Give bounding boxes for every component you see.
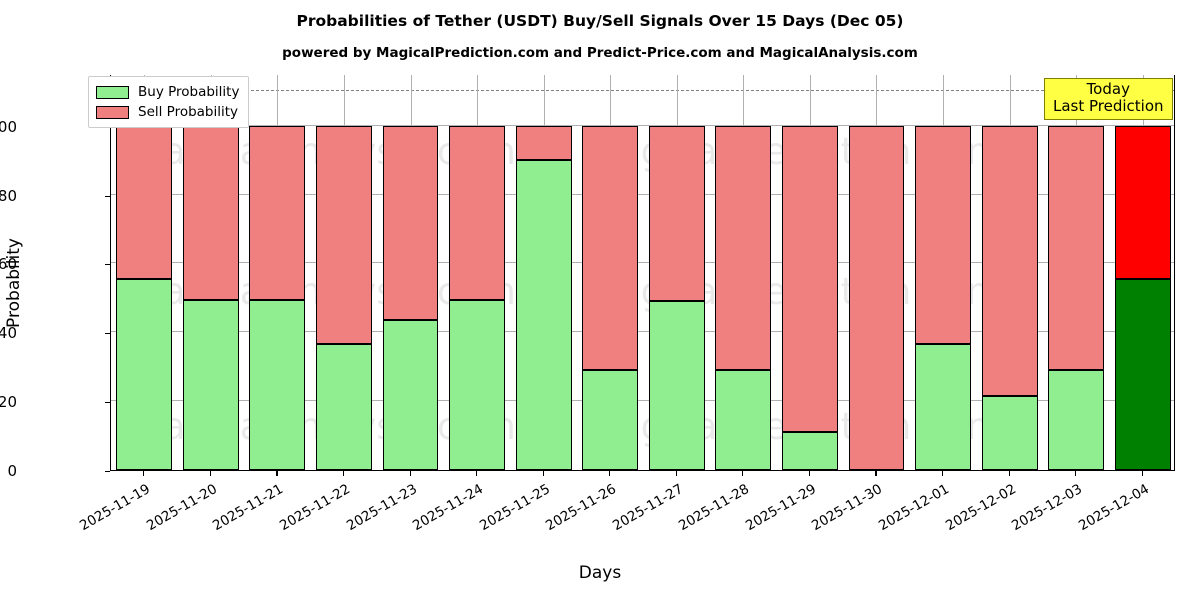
bar-segment-sell[interactable] — [382, 125, 439, 321]
bar-stack[interactable] — [382, 75, 439, 470]
x-axis-tick-mark — [875, 471, 877, 476]
bar-stack[interactable] — [781, 75, 838, 470]
bar-segment-buy[interactable] — [515, 160, 572, 470]
chart-title: Probabilities of Tether (USDT) Buy/Sell … — [296, 12, 904, 30]
y-axis-tick-label: 40 — [0, 324, 17, 343]
bar-segment-sell[interactable] — [648, 125, 705, 302]
y-axis-tick-mark — [105, 333, 110, 335]
dashed-reference-line — [111, 90, 1174, 92]
bar-segment-sell[interactable] — [781, 125, 838, 433]
bar-stack[interactable] — [981, 75, 1038, 470]
bar-segment-buy[interactable] — [1114, 278, 1171, 470]
x-axis-label: Days — [578, 563, 622, 583]
bar-stack[interactable] — [715, 75, 772, 470]
bar-segment-buy[interactable] — [116, 278, 173, 470]
bar-segment-buy[interactable] — [449, 299, 506, 470]
y-axis-tick-label: 0 — [7, 462, 17, 480]
x-axis-tick-mark — [942, 471, 944, 476]
bar-segment-sell[interactable] — [981, 125, 1038, 396]
bar-stack[interactable] — [182, 75, 239, 470]
bar-segment-buy[interactable] — [382, 320, 439, 470]
gridline-horizontal — [111, 262, 1174, 264]
x-axis-tick-mark — [609, 471, 611, 476]
today-label-line1: Today — [1086, 80, 1130, 98]
y-axis-tick-mark — [105, 195, 110, 197]
bar-stack[interactable] — [1048, 75, 1105, 470]
bar-segment-buy[interactable] — [182, 299, 239, 470]
bar-segment-sell[interactable] — [715, 125, 772, 371]
bar-segment-sell[interactable] — [848, 125, 905, 470]
bar-segment-buy[interactable] — [1048, 370, 1105, 470]
bar-stack[interactable] — [582, 75, 639, 470]
x-axis-tick-mark — [742, 471, 744, 476]
legend-label-sell: Sell Probability — [138, 104, 239, 120]
bar-stack[interactable] — [116, 75, 173, 470]
bars-layer — [111, 75, 1174, 470]
bar-segment-buy[interactable] — [249, 299, 306, 470]
bar-segment-buy[interactable] — [715, 370, 772, 470]
y-axis-tick-label: 100 — [0, 117, 17, 136]
bar-segment-sell[interactable] — [582, 125, 639, 371]
x-axis-tick-mark — [542, 471, 544, 476]
x-axis-tick-mark — [476, 471, 478, 476]
chart-subtitle: powered by MagicalPrediction.com and Pre… — [282, 45, 918, 61]
bar-segment-buy[interactable] — [582, 370, 639, 470]
gridline-horizontal — [111, 400, 1174, 402]
bar-segment-sell[interactable] — [1114, 125, 1171, 279]
chart-legend: Buy Probability Sell Probability — [88, 76, 250, 128]
bar-segment-sell[interactable] — [116, 125, 173, 279]
legend-swatch-sell-icon — [96, 105, 129, 119]
bar-segment-sell[interactable] — [515, 125, 572, 161]
bar-stack[interactable] — [316, 75, 372, 470]
legend-item-sell: Sell Probability — [96, 102, 239, 122]
plot-area: MagicalAnalysis.comMagicalPrediction.com… — [110, 75, 1175, 471]
x-axis-tick-mark — [409, 471, 411, 476]
gridline-horizontal — [111, 193, 1174, 195]
bar-segment-sell[interactable] — [316, 125, 372, 345]
y-axis-tick-mark — [105, 402, 110, 404]
bar-segment-sell[interactable] — [915, 125, 971, 345]
bar-stack[interactable] — [515, 75, 572, 470]
y-axis-tick-label: 60 — [0, 255, 17, 274]
bar-stack[interactable] — [249, 75, 306, 470]
x-axis-tick-mark — [675, 471, 677, 476]
y-axis-tick-label: 80 — [0, 186, 17, 205]
y-axis-tick-label: 20 — [0, 393, 17, 412]
plot-inner: MagicalAnalysis.comMagicalPrediction.com… — [111, 75, 1174, 470]
bar-segment-buy[interactable] — [981, 395, 1038, 470]
bar-segment-sell[interactable] — [249, 125, 306, 300]
x-axis-tick-mark — [276, 471, 278, 476]
x-axis-tick-mark — [209, 471, 211, 476]
gridline-horizontal — [111, 124, 1174, 126]
bar-stack[interactable] — [915, 75, 971, 470]
bar-segment-buy[interactable] — [648, 301, 705, 470]
legend-item-buy: Buy Probability — [96, 82, 239, 102]
x-axis-tick-mark — [1075, 471, 1077, 476]
legend-swatch-buy-icon — [96, 85, 129, 99]
bar-stack[interactable] — [449, 75, 506, 470]
y-axis-tick-mark — [105, 471, 110, 473]
bar-segment-sell[interactable] — [182, 125, 239, 300]
bar-stack[interactable] — [848, 75, 905, 470]
y-axis-label: Probability — [4, 238, 24, 328]
x-axis-tick-mark — [342, 471, 345, 476]
x-axis-tick-mark — [808, 471, 810, 476]
bar-segment-sell[interactable] — [1048, 125, 1105, 371]
today-annotation: Today Last Prediction — [1044, 78, 1173, 120]
bar-stack[interactable] — [648, 75, 705, 470]
bar-segment-buy[interactable] — [915, 344, 971, 470]
gridline-horizontal — [111, 331, 1174, 333]
legend-label-buy: Buy Probability — [138, 84, 240, 100]
x-axis-tick-mark — [1141, 471, 1143, 476]
bar-segment-sell[interactable] — [449, 125, 506, 300]
x-axis-tick-mark — [1008, 471, 1010, 476]
y-axis-tick-mark — [105, 264, 110, 266]
bar-segment-buy[interactable] — [781, 432, 838, 470]
today-label-line2: Last Prediction — [1053, 96, 1164, 115]
bar-stack[interactable] — [1114, 75, 1171, 470]
bar-segment-buy[interactable] — [316, 344, 372, 470]
x-axis-tick-mark — [143, 471, 145, 476]
